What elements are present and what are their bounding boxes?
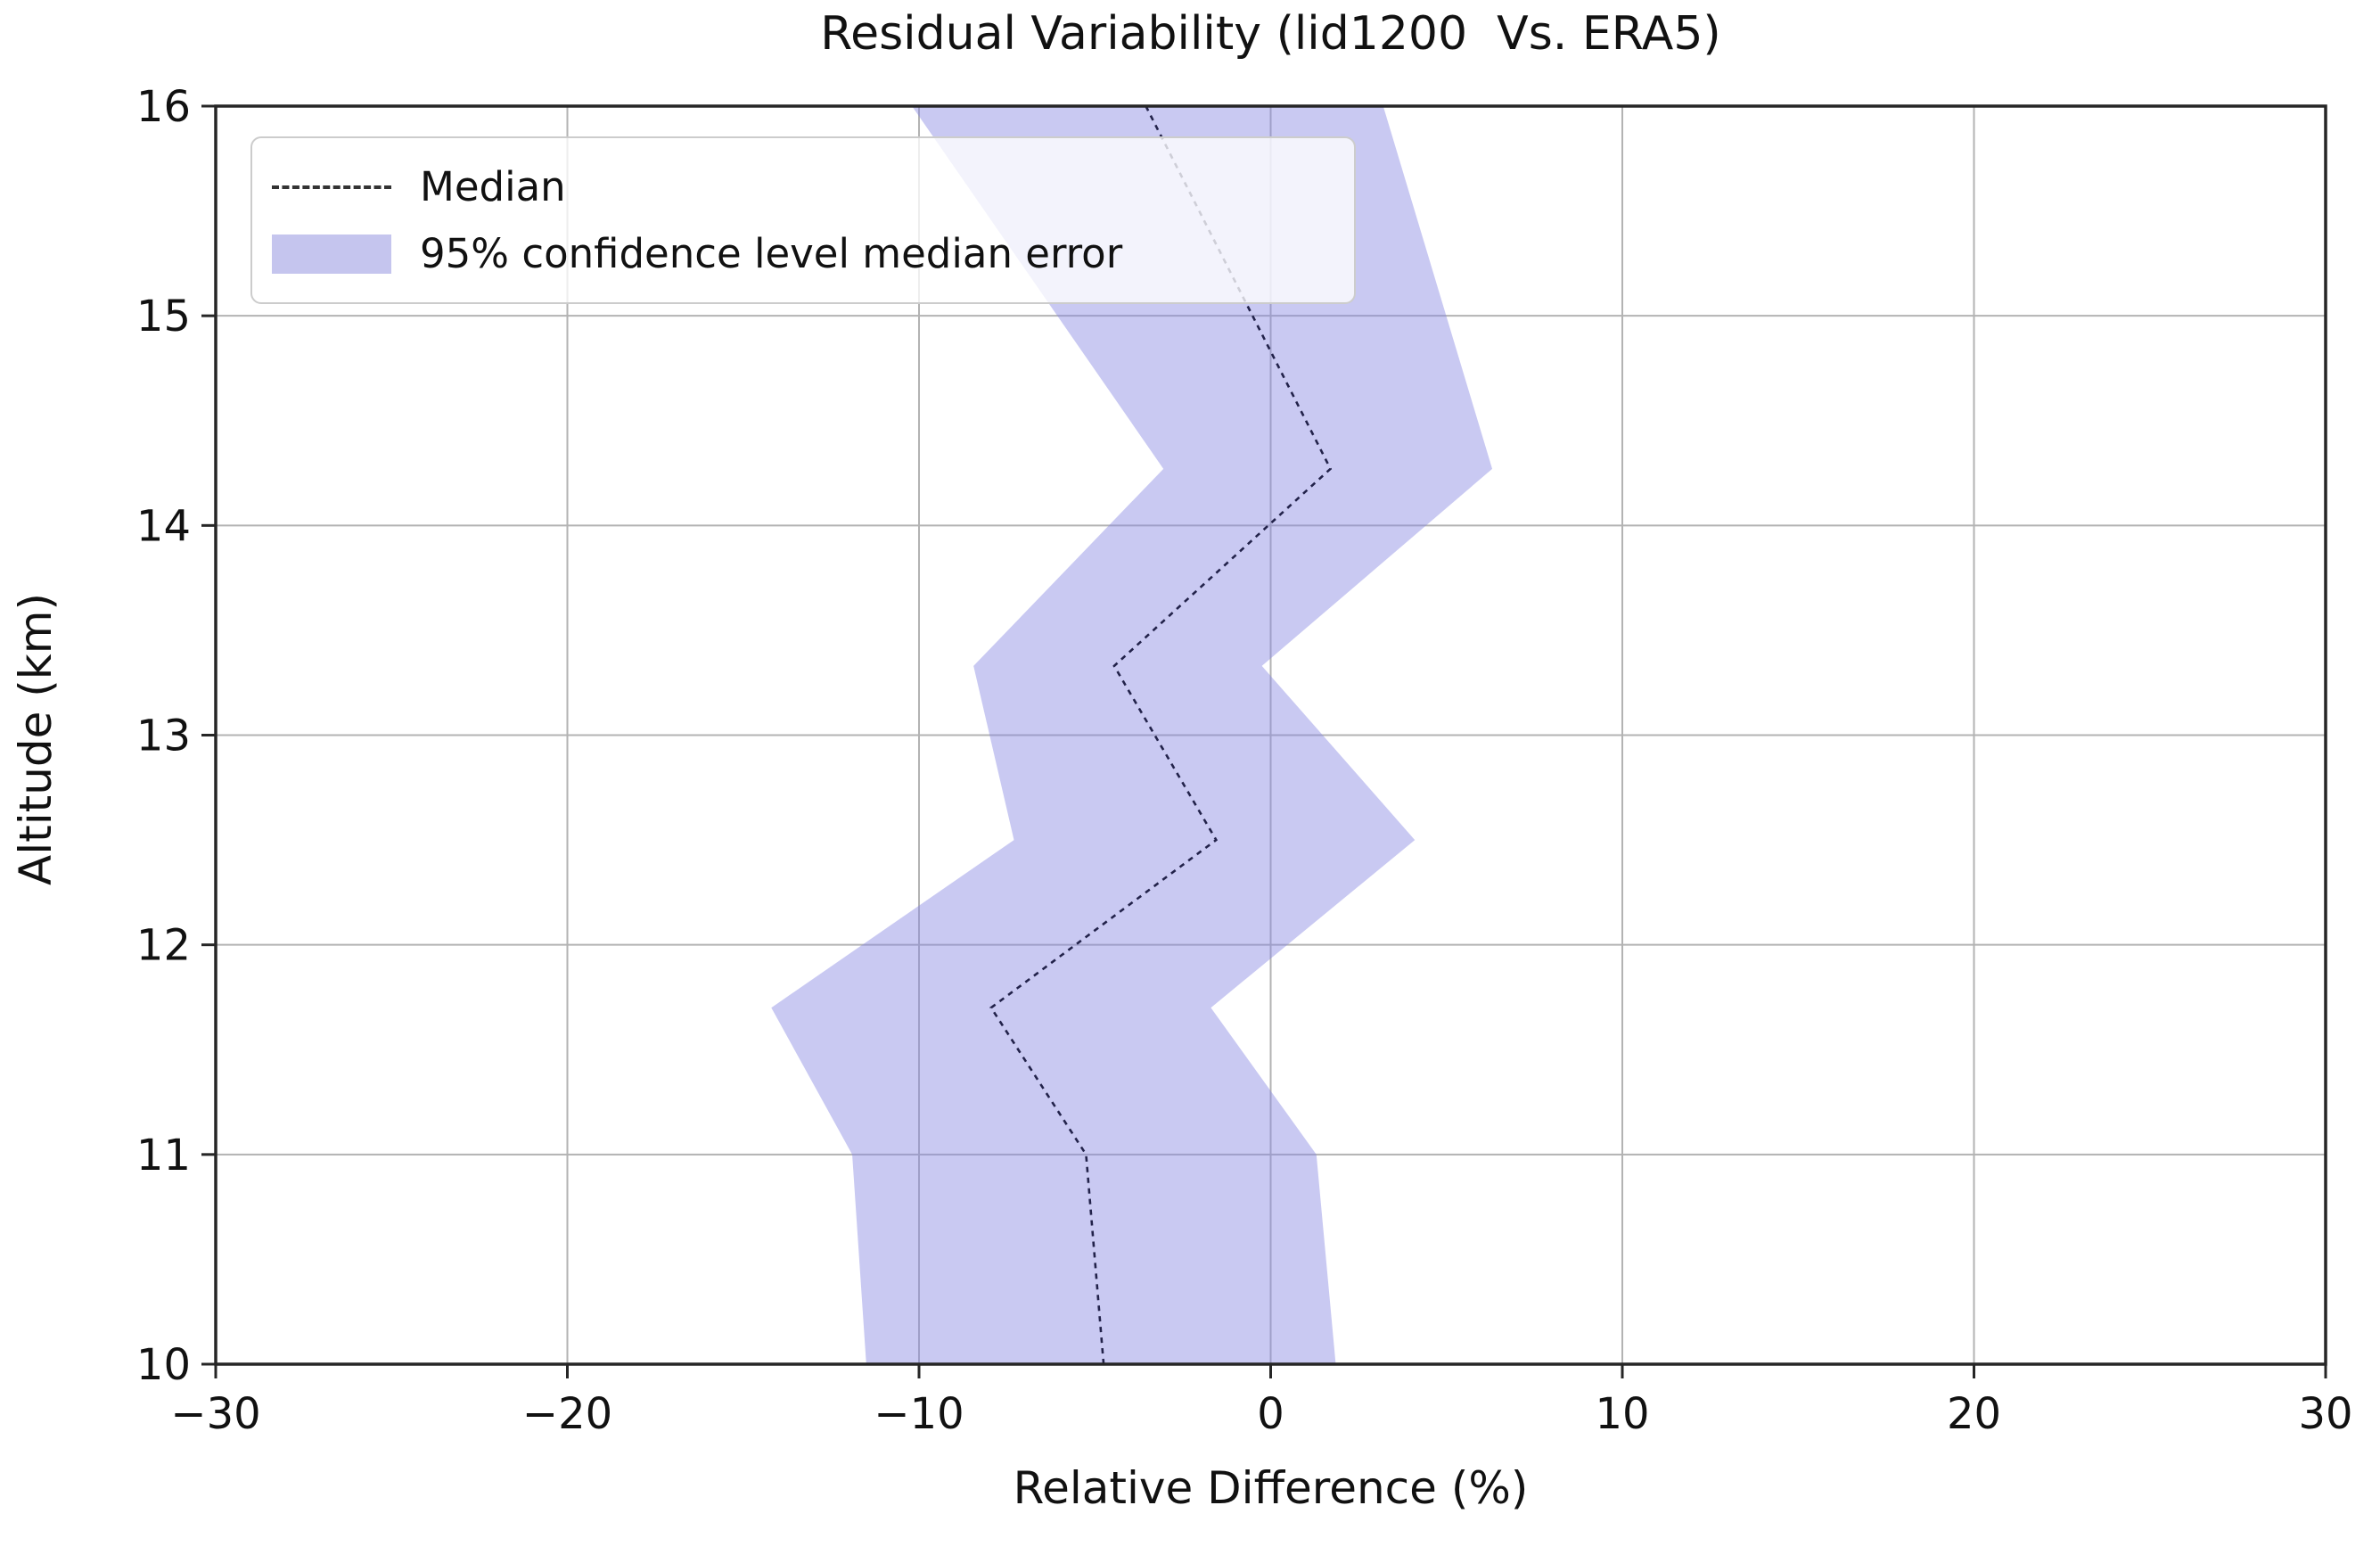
x-tick-label: 0 — [1257, 1389, 1284, 1439]
x-tick-label: −20 — [522, 1389, 612, 1439]
confidence-band — [771, 106, 1493, 1364]
chart-title: Residual Variability (lid1200 Vs. ERA5) — [820, 7, 1721, 61]
median-line — [989, 105, 1333, 1365]
confidence-band-swatch — [272, 234, 391, 274]
legend-entry-median: Median — [272, 163, 1345, 210]
legend-label-median: Median — [420, 163, 566, 210]
y-tick-label: 15 — [136, 292, 191, 341]
x-tick-label: 10 — [1595, 1389, 1649, 1439]
x-tick-label: 30 — [2298, 1389, 2352, 1439]
x-axis-label: Relative Difference (%) — [1013, 1462, 1529, 1514]
y-tick-label: 14 — [136, 501, 191, 551]
x-tick-label: −30 — [170, 1389, 260, 1439]
y-tick-label: 10 — [136, 1340, 191, 1390]
y-tick-label: 13 — [136, 712, 191, 761]
y-tick-label: 16 — [136, 82, 191, 132]
y-axis-label: Altitude (km) — [10, 593, 62, 885]
legend-entry-confidence: 95% confidence level median error — [272, 230, 1345, 277]
legend-box: Median 95% confidence level median error — [250, 136, 1356, 304]
x-tick-label: 20 — [1947, 1389, 2001, 1439]
median-line-swatch — [272, 185, 391, 189]
x-tick-label: −10 — [874, 1389, 964, 1439]
y-tick-label: 11 — [136, 1131, 191, 1180]
y-tick-label: 12 — [136, 921, 191, 971]
legend-label-confidence: 95% confidence level median error — [420, 230, 1123, 277]
